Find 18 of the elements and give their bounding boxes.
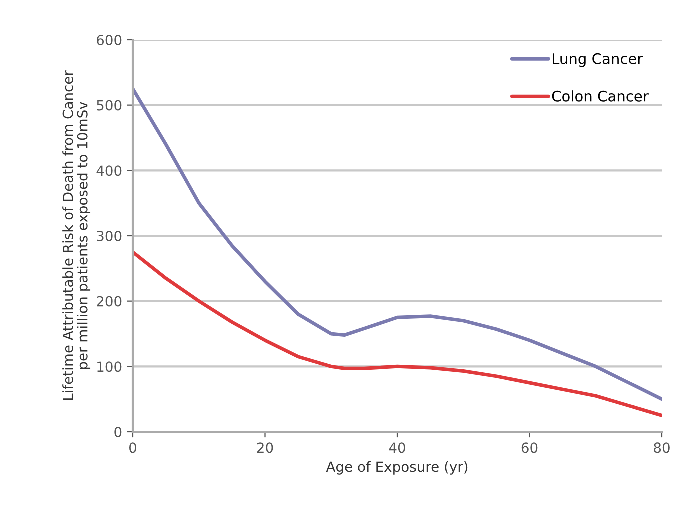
y-axis-title: Lifetime Attributable Risk of Death from Cancer per million patients exposed to 10mSv	[62, 70, 91, 400]
line-series	[133, 87, 662, 402]
y-tick-label: 600	[97, 34, 122, 46]
line-series	[133, 250, 662, 418]
y-tick-label: 500	[97, 100, 122, 111]
y-tick-label: 200	[97, 296, 122, 307]
legend-label: Colon Cancer	[552, 90, 649, 102]
x-axis-title: Age of Exposure (yr)	[326, 461, 468, 475]
y-tick-label: 400	[96, 166, 122, 176]
x-tick-label: 0	[129, 442, 136, 454]
y-tick-label: 100	[98, 362, 122, 372]
y-tick-label: 300	[97, 230, 122, 242]
x-tick-label: 60	[522, 442, 538, 454]
x-tick-label: 40	[389, 442, 406, 454]
x-tick-label: 20	[257, 442, 274, 454]
y-tick-label: 0	[114, 426, 122, 438]
legend-label: Lung Cancer	[553, 53, 644, 68]
x-tick-label: 80	[654, 442, 670, 454]
